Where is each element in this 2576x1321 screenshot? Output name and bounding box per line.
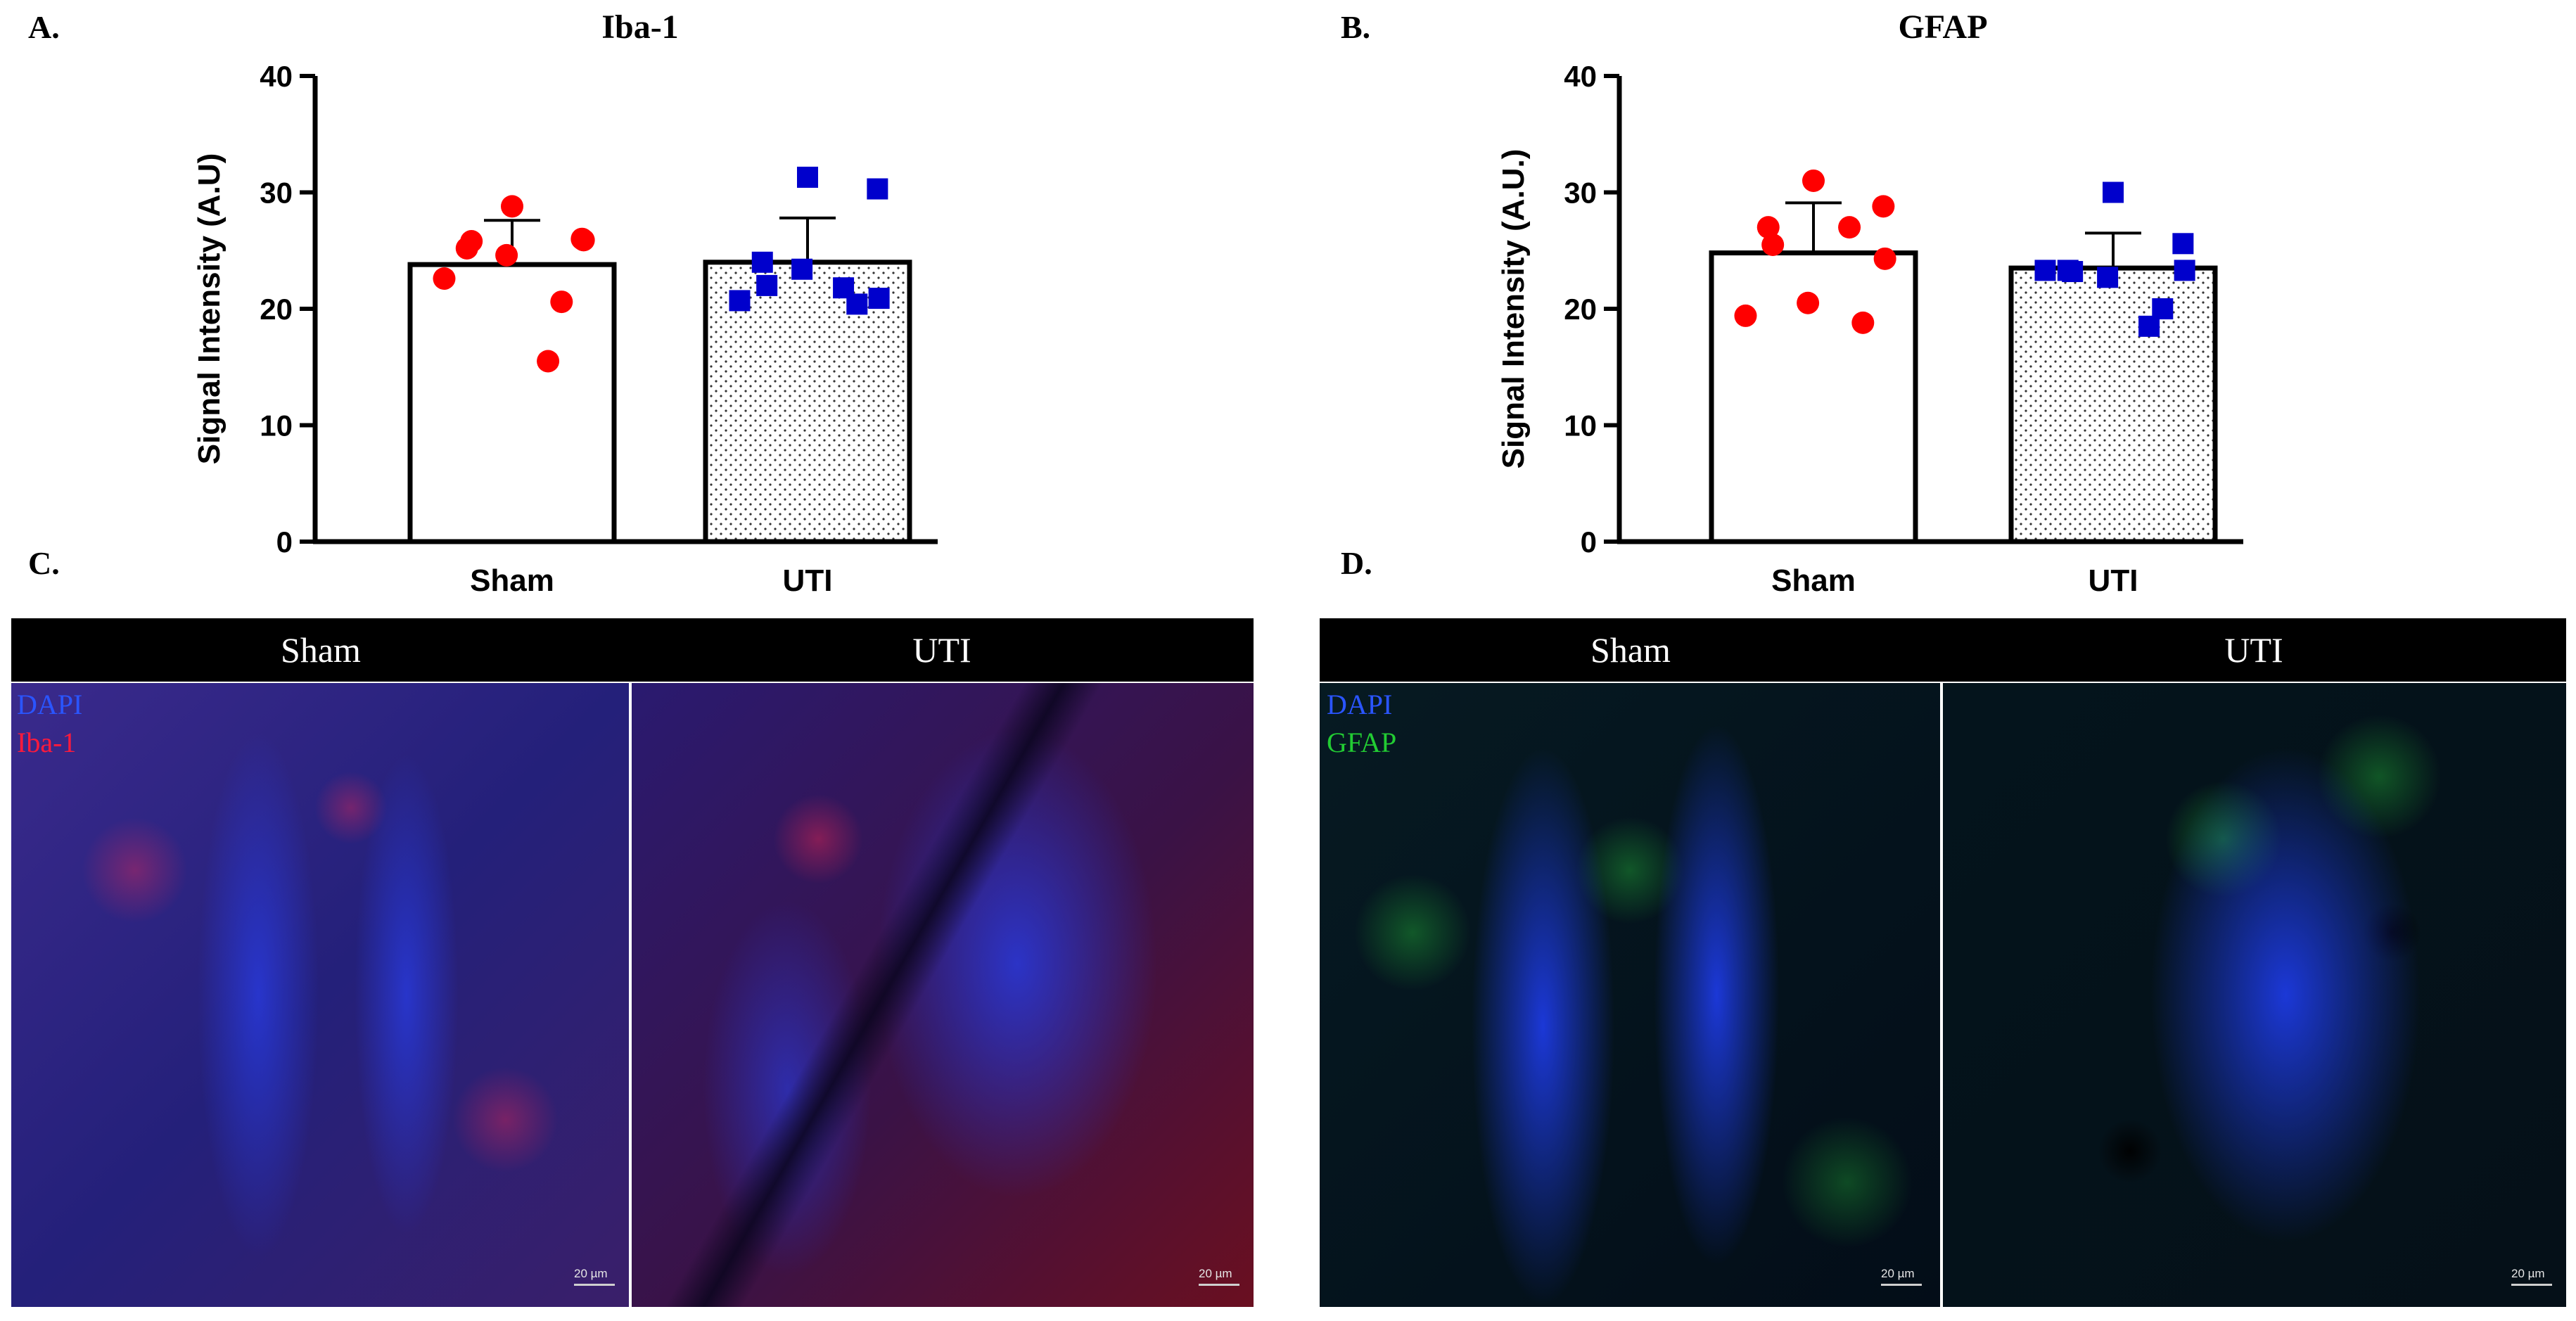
data-point-uti — [2174, 260, 2195, 281]
scale-bar — [1199, 1284, 1239, 1286]
data-point-sham — [433, 267, 456, 290]
micrograph-gfap-sham: DAPI GFAP 20 µm — [1320, 683, 1940, 1307]
data-point-uti — [2034, 260, 2056, 281]
bar-sham — [407, 262, 617, 544]
stain-label-dapi: DAPI — [17, 689, 83, 720]
data-point-sham — [550, 291, 573, 314]
data-point-sham — [1756, 216, 1780, 239]
scale-bar-label: 20 µm — [1199, 1267, 1232, 1280]
data-point-uti — [868, 288, 890, 309]
panel-label-a: A. — [28, 9, 60, 45]
data-point-uti — [791, 258, 813, 280]
data-point-sham — [1838, 216, 1861, 239]
data-point-sham — [1797, 291, 1820, 314]
scale-bar — [2511, 1284, 2552, 1286]
stain-label-dapi: DAPI — [1327, 689, 1393, 720]
y-tick-label: 10 — [260, 409, 293, 442]
data-point-sham — [1851, 311, 1875, 334]
y-tick-label: 20 — [1564, 293, 1597, 326]
chart-title: Iba-1 — [601, 8, 678, 46]
iba1-chart: Iba-1 Signal Intensity (A.U) 0 10 20 30 40 Sham… — [192, 8, 938, 598]
column-label-uti: UTI — [2224, 630, 2283, 670]
data-point-uti — [2138, 315, 2160, 337]
data-point-uti — [2097, 267, 2119, 288]
y-tick-label: 40 — [260, 60, 293, 93]
y-tick-label: 30 — [260, 177, 293, 210]
x-tick-label: UTI — [783, 563, 833, 598]
micrograph-panel-d: Sham UTI DAPI GFAP 20 µm 20 µm — [1320, 618, 2566, 1307]
y-tick-label: 0 — [276, 525, 293, 559]
charts-svg: Iba-1 Signal Intensity (A.U) 0 10 20 30 40 Sham… — [192, 8, 2243, 598]
micrograph-gfap-uti: 20 µm — [1943, 683, 2566, 1307]
micrograph-iba1-uti: 20 µm — [632, 683, 1254, 1307]
x-tick-label: Sham — [470, 563, 554, 598]
data-point-uti — [751, 251, 773, 273]
y-tick-label: 40 — [1564, 60, 1597, 93]
y-axis-label: Signal Intensity (A.U) — [192, 153, 227, 464]
panel-label-c: C. — [28, 545, 60, 581]
column-label-sham: Sham — [281, 630, 361, 670]
scale-bar-label: 20 µm — [1881, 1267, 1915, 1280]
data-point-uti — [867, 178, 888, 200]
micrograph-header-d: Sham UTI — [1320, 618, 2566, 682]
micrograph-iba1-sham: DAPI Iba-1 20 µm — [11, 683, 629, 1307]
data-point-uti — [833, 277, 855, 299]
data-point-sham — [572, 229, 595, 252]
data-point-sham — [495, 243, 518, 267]
data-point-sham — [1761, 233, 1785, 256]
data-point-uti — [2172, 233, 2194, 255]
y-axis-label: Signal Intensity (A.U.) — [1496, 149, 1531, 469]
data-point-sham — [460, 230, 483, 253]
bar-uti — [2008, 265, 2218, 544]
y-tick-label: 20 — [260, 293, 293, 326]
column-label-uti: UTI — [912, 630, 971, 670]
data-point-uti — [756, 274, 778, 296]
panel-label-b: B. — [1341, 9, 1371, 45]
panel-label-d: D. — [1341, 545, 1372, 581]
scale-bar — [1881, 1284, 1922, 1286]
data-point-uti — [2103, 181, 2124, 203]
y-tick-label: 10 — [1564, 409, 1597, 442]
x-tick-label: UTI — [2089, 563, 2138, 598]
data-point-uti — [2062, 261, 2084, 283]
data-point-uti — [729, 290, 751, 312]
column-label-sham: Sham — [1590, 630, 1671, 670]
scale-bar-label: 20 µm — [2511, 1267, 2545, 1280]
data-point-sham — [1872, 195, 1895, 218]
data-point-sham — [501, 195, 523, 218]
data-point-sham — [1734, 304, 1757, 327]
stain-label-gfap: GFAP — [1327, 727, 1397, 758]
data-point-uti — [797, 166, 818, 188]
scale-bar-label: 20 µm — [574, 1267, 608, 1280]
stain-label-iba1: Iba-1 — [17, 727, 77, 758]
gfap-chart: GFAP Signal Intensity (A.U.) 0 10 20 30 40 Sham… — [1496, 8, 2243, 598]
x-tick-label: Sham — [1771, 563, 1856, 598]
chart-title: GFAP — [1898, 8, 1987, 46]
data-point-sham — [1802, 169, 1825, 192]
y-tick-label: 30 — [1564, 177, 1597, 210]
micrograph-panel-c: Sham UTI DAPI Iba-1 20 µm 20 µm — [11, 618, 1254, 1307]
data-point-sham — [537, 350, 560, 373]
data-point-sham — [1873, 247, 1896, 270]
y-tick-label: 0 — [1581, 525, 1597, 559]
scale-bar — [574, 1284, 615, 1286]
micrograph-header-c: Sham UTI — [11, 618, 1254, 682]
